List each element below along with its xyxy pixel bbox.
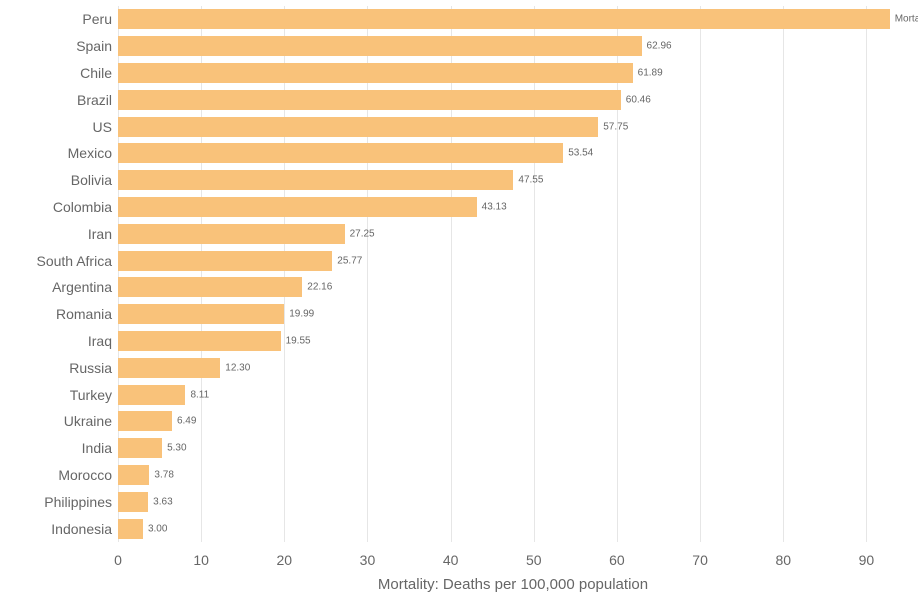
gridline xyxy=(451,6,452,542)
gridline xyxy=(700,6,701,542)
category-label: Argentina xyxy=(52,279,118,295)
x-tick-label: 40 xyxy=(443,552,459,568)
bar-value-label: 47.55 xyxy=(518,175,543,186)
category-label: Bolivia xyxy=(71,172,118,188)
mortality-bar-chart: 0 10 20 30 40 50 60 70 80 90 Peru Mortality: 92.80 S… xyxy=(0,0,918,599)
bar xyxy=(118,251,332,271)
bar-value-label: 19.99 xyxy=(289,309,314,320)
bar-value-label: 3.00 xyxy=(148,523,167,534)
bar xyxy=(118,331,281,351)
bar-value-label: 62.96 xyxy=(647,41,672,52)
bar xyxy=(118,492,148,512)
bar-value-label: Mortality: 92.80 xyxy=(895,14,918,25)
category-label: Turkey xyxy=(70,387,118,403)
bar xyxy=(118,197,477,217)
category-label: Iran xyxy=(88,226,118,242)
gridline xyxy=(367,6,368,542)
bar xyxy=(118,465,149,485)
gridline xyxy=(201,6,202,542)
category-label: Ukraine xyxy=(64,413,118,429)
x-tick-label: 70 xyxy=(692,552,708,568)
category-label: Indonesia xyxy=(51,521,118,537)
bar-value-label: 57.75 xyxy=(603,121,628,132)
bar-value-label: 8.11 xyxy=(190,389,209,400)
category-label: Mexico xyxy=(68,145,118,161)
bar xyxy=(118,358,220,378)
bar xyxy=(118,304,284,324)
category-label: Peru xyxy=(82,11,118,27)
bar-value-label: 60.46 xyxy=(626,94,651,105)
gridline xyxy=(118,6,119,542)
x-axis-title: Mortality: Deaths per 100,000 population xyxy=(378,576,648,593)
bar xyxy=(118,438,162,458)
x-tick-label: 90 xyxy=(859,552,875,568)
bar xyxy=(118,411,172,431)
x-tick-label: 30 xyxy=(360,552,376,568)
gridline xyxy=(534,6,535,542)
bar-value-label: 53.54 xyxy=(568,148,593,159)
gridline xyxy=(617,6,618,542)
category-label: Russia xyxy=(69,360,118,376)
gridline xyxy=(284,6,285,542)
category-label: India xyxy=(82,440,118,456)
bar xyxy=(118,170,513,190)
gridline xyxy=(866,6,867,542)
category-label: Chile xyxy=(80,65,118,81)
bar-value-label: 22.16 xyxy=(307,282,332,293)
x-tick-label: 80 xyxy=(775,552,791,568)
gridline xyxy=(783,6,784,542)
bar-value-label: 25.77 xyxy=(337,255,362,266)
bar-value-label: 6.49 xyxy=(177,416,196,427)
x-tick-label: 60 xyxy=(609,552,625,568)
bar-value-label: 19.55 xyxy=(286,336,311,347)
category-label: Spain xyxy=(76,38,118,54)
bar xyxy=(118,63,633,83)
bar xyxy=(118,277,302,297)
category-label: Brazil xyxy=(77,92,118,108)
category-label: Romania xyxy=(56,306,118,322)
plot-area: 0102030405060708090PeruMortality: 92.80S… xyxy=(118,6,908,542)
x-tick-label: 0 xyxy=(114,552,122,568)
x-tick-label: 50 xyxy=(526,552,542,568)
bar xyxy=(118,143,563,163)
category-label: Morocco xyxy=(58,467,118,483)
bar xyxy=(118,385,185,405)
bar xyxy=(118,117,598,137)
bar-value-label: 5.30 xyxy=(167,443,186,454)
bar-value-label: 43.13 xyxy=(482,202,507,213)
category-label: Colombia xyxy=(53,199,118,215)
bar xyxy=(118,224,345,244)
bar xyxy=(118,36,642,56)
category-label: Iraq xyxy=(88,333,118,349)
bar xyxy=(118,90,621,110)
bar xyxy=(118,9,890,29)
bar-value-label: 27.25 xyxy=(350,228,375,239)
category-label: Philippines xyxy=(44,494,118,510)
bar-value-label: 12.30 xyxy=(225,362,250,373)
bar-value-label: 61.89 xyxy=(638,68,663,79)
category-label: South Africa xyxy=(37,253,119,269)
bar-value-label: 3.78 xyxy=(154,470,173,481)
x-tick-label: 20 xyxy=(277,552,293,568)
bar-value-label: 3.63 xyxy=(153,496,172,507)
category-label: US xyxy=(93,119,118,135)
bar xyxy=(118,519,143,539)
x-tick-label: 10 xyxy=(193,552,209,568)
